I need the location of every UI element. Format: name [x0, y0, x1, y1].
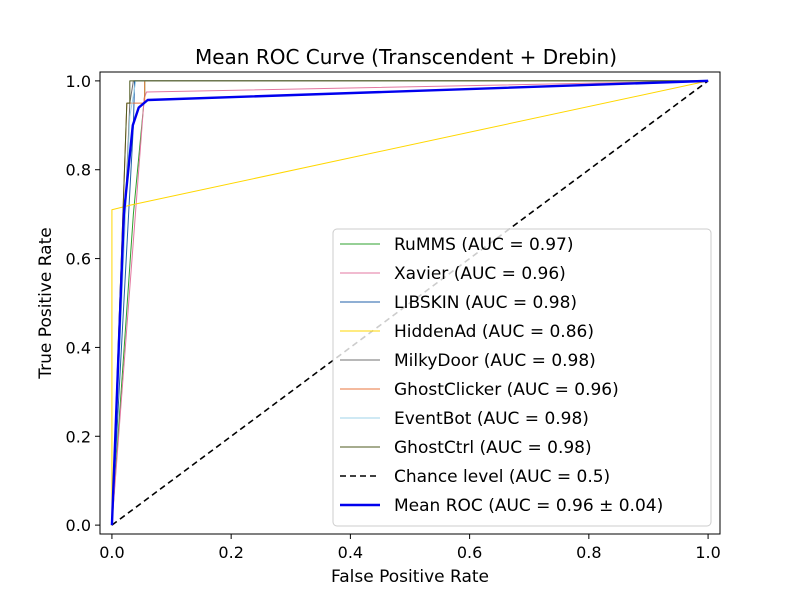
y-tick-label: 0.4 [66, 338, 91, 357]
legend-label-5: GhostClicker (AUC = 0.96) [394, 380, 619, 400]
x-tick-label: 0.2 [218, 543, 243, 562]
legend-label-4: MilkyDoor (AUC = 0.98) [394, 351, 596, 371]
chart-title: Mean ROC Curve (Transcendent + Drebin) [195, 45, 617, 69]
legend-label-9: Mean ROC (AUC = 0.96 ± 0.04) [394, 496, 663, 516]
tick-layer: 0.0 0.2 0.4 0.6 0.8 1.0 0.0 0.2 0.4 0.6 0.8 1.0 [66, 72, 721, 562]
x-tick-label: 1.0 [695, 543, 720, 562]
legend-label-3: HiddenAd (AUC = 0.86) [394, 322, 594, 342]
y-tick-label: 0.2 [66, 427, 91, 446]
series-line-9 [110, 79, 709, 526]
y-tick-label: 0.0 [66, 516, 91, 535]
x-tick-label: 0.6 [457, 543, 482, 562]
x-axis-label: False Positive Rate [331, 567, 489, 587]
legend-label-1: Xavier (AUC = 0.96) [394, 264, 566, 284]
legend: RuMMS (AUC = 0.97) Xavier (AUC = 0.96) LIB… [332, 228, 712, 527]
legend-label-6: EventBot (AUC = 0.98) [394, 409, 589, 429]
y-tick-label: 0.8 [66, 161, 91, 180]
x-tick-label: 0.0 [99, 543, 124, 562]
legend-label-8: Chance level (AUC = 0.5) [394, 467, 610, 487]
plot-frame [99, 71, 721, 535]
series-line-1 [111, 80, 709, 526]
y-tick-label: 1.0 [66, 72, 91, 91]
y-tick-label: 0.6 [66, 250, 91, 269]
series-layer [110, 79, 709, 526]
legend-frame [332, 228, 712, 527]
legend-label-7: GhostCtrl (AUC = 0.98) [394, 438, 592, 458]
y-axis-label: True Positive Rate [36, 227, 56, 379]
x-tick-label: 0.4 [338, 543, 363, 562]
legend-label-0: RuMMS (AUC = 0.97) [394, 235, 573, 255]
x-tick-label: 0.8 [576, 543, 601, 562]
series-line-3 [111, 80, 709, 526]
legend-label-2: LIBSKIN (AUC = 0.98) [394, 293, 577, 313]
